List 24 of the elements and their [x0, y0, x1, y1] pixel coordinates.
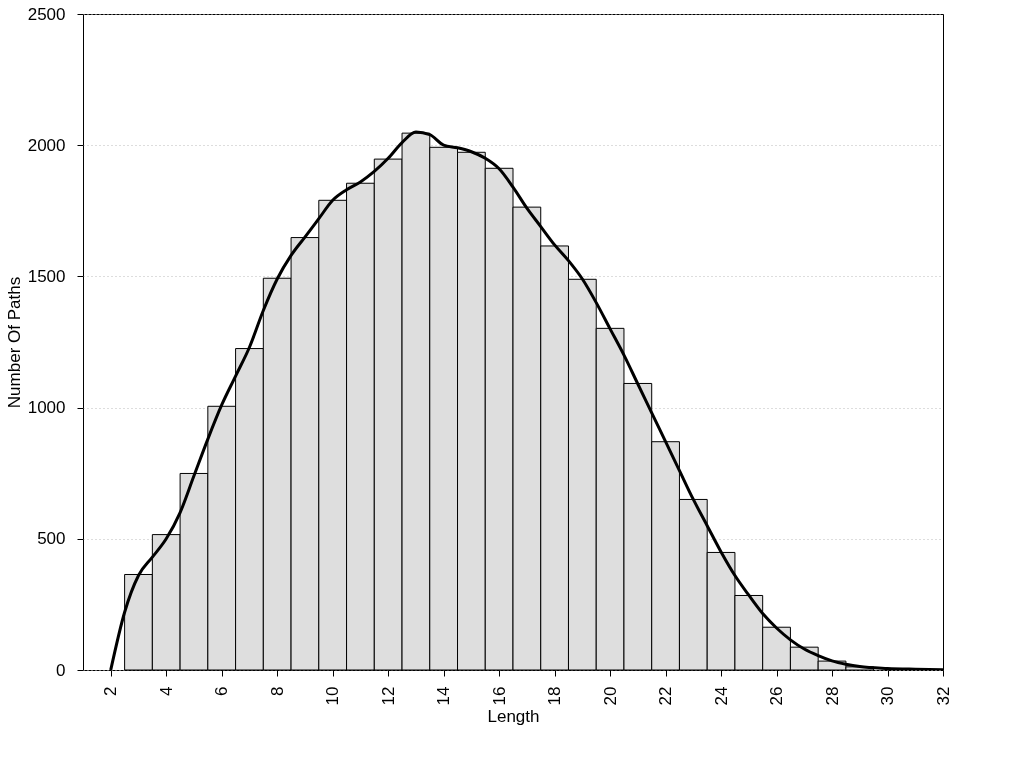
x-tick-label: 14 — [434, 686, 454, 706]
y-axis-title: Number Of Paths — [4, 276, 24, 409]
x-tick-label: 22 — [656, 686, 676, 706]
x-tick-label: 6 — [212, 686, 232, 696]
x-tick-label: 16 — [489, 686, 509, 706]
y-tick-label: 1000 — [27, 398, 66, 418]
x-tick-label: 2 — [101, 686, 121, 696]
x-tick-label: 26 — [767, 686, 787, 706]
y-tick-label: 1500 — [27, 266, 66, 286]
y-tick-label: 500 — [37, 529, 66, 549]
x-tick-label: 4 — [156, 686, 176, 696]
y-tick-label: 2500 — [27, 4, 66, 24]
y-tick-label: 0 — [56, 660, 66, 680]
x-axis-title: Length — [487, 707, 540, 727]
x-tick-label: 24 — [711, 686, 731, 706]
x-tick-label: 18 — [545, 686, 565, 706]
x-tick-label: 30 — [878, 686, 898, 706]
x-tick-label: 20 — [600, 686, 620, 706]
x-tick-label: 10 — [323, 686, 343, 706]
x-tick-label: 32 — [933, 686, 953, 706]
x-tick-label: 28 — [822, 686, 842, 706]
y-tick-label: 2000 — [27, 135, 66, 155]
x-tick-label: 8 — [267, 686, 287, 696]
x-tick-label: 12 — [378, 686, 398, 706]
